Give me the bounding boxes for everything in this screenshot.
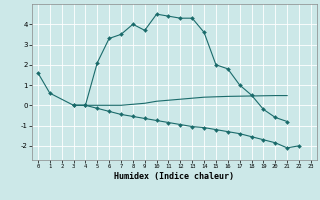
X-axis label: Humidex (Indice chaleur): Humidex (Indice chaleur) [115, 172, 234, 181]
